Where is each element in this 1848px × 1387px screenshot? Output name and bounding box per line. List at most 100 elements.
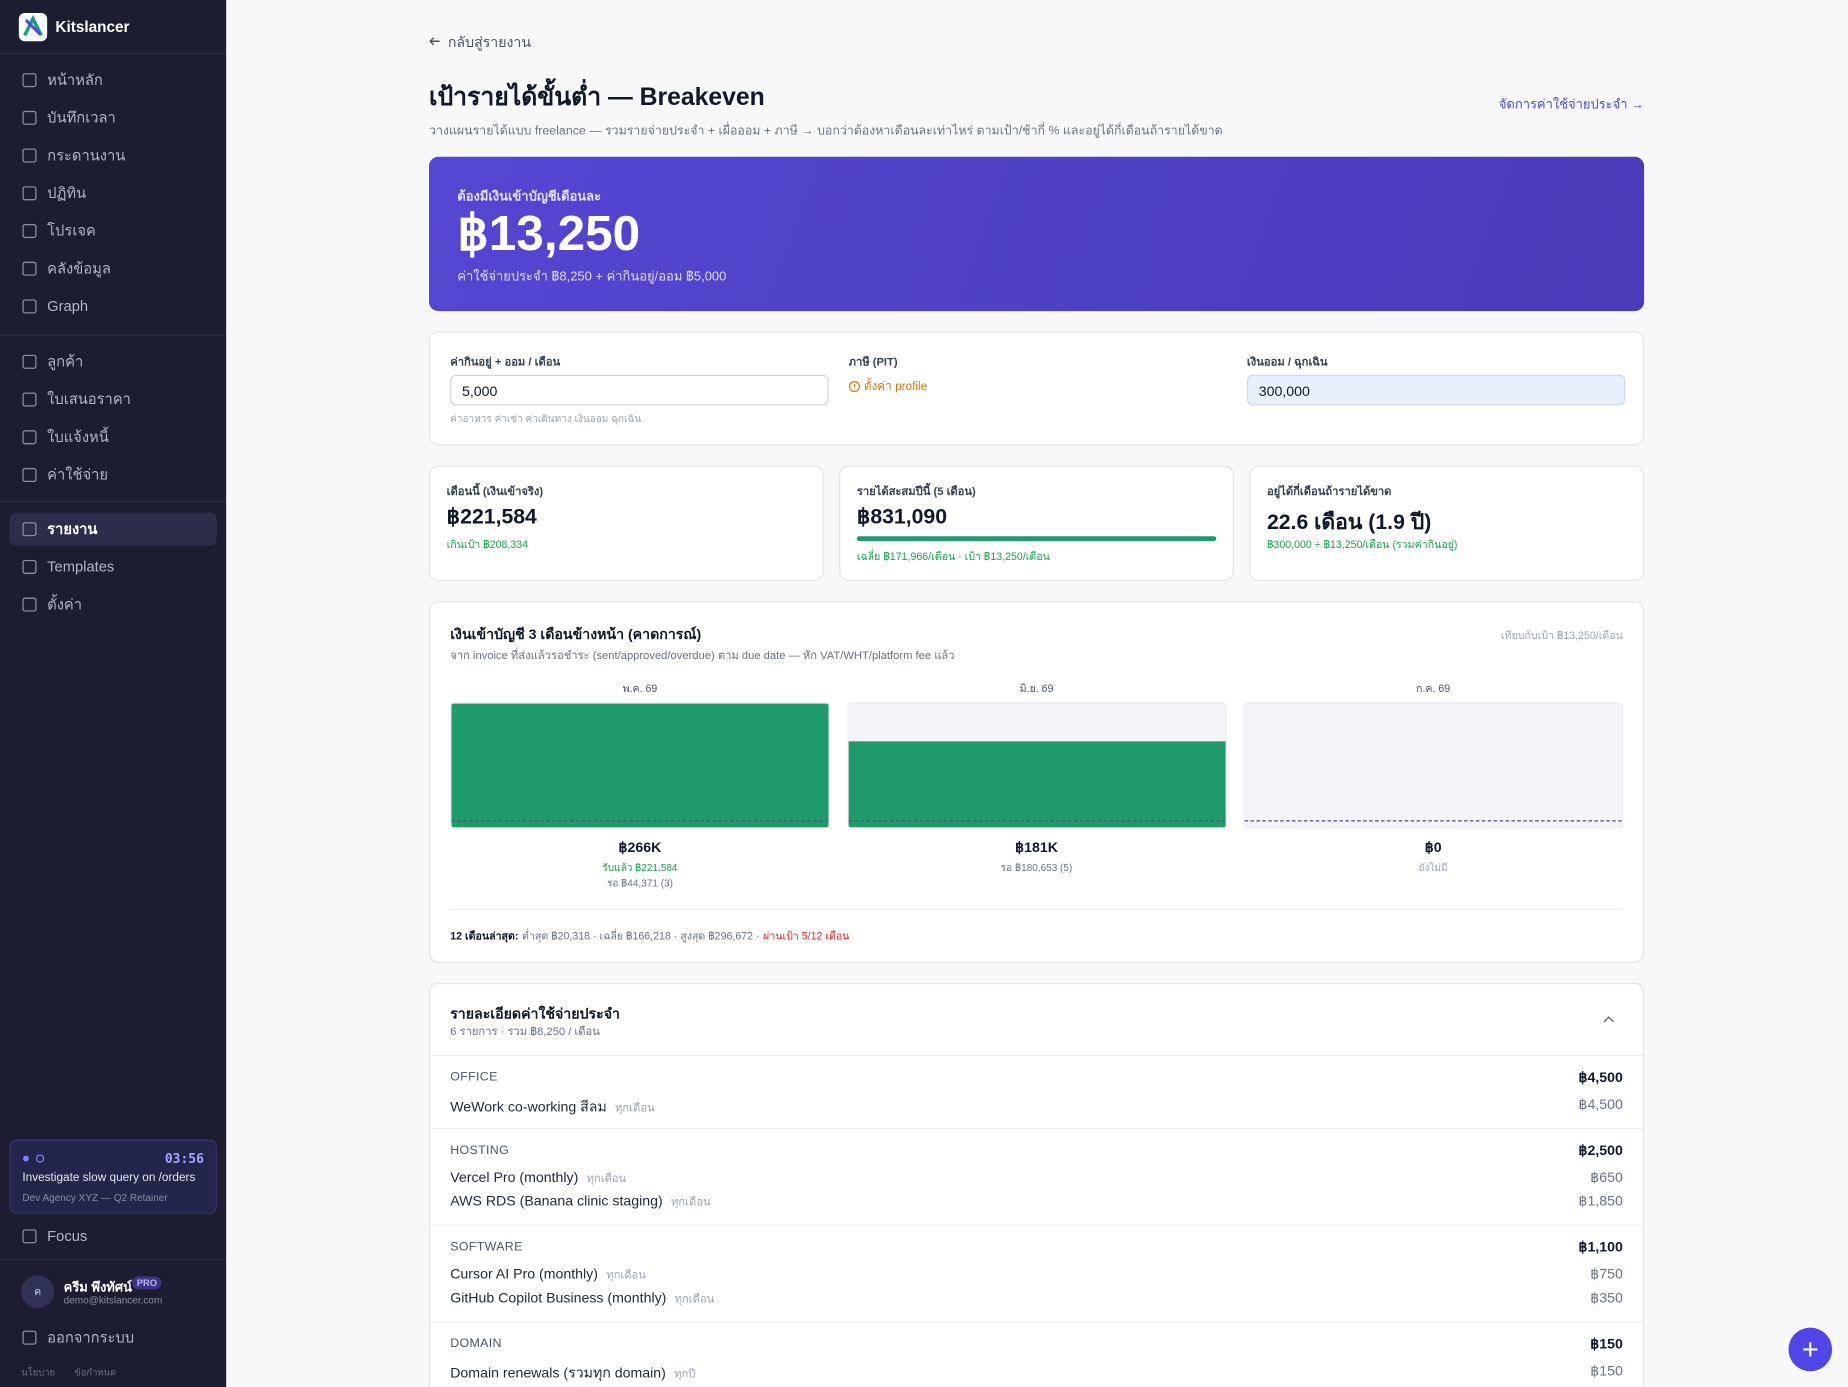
nav-item[interactable]: คลังข้อมูล [9,252,216,285]
nav-label: ใบแจ้งหนี้ [47,428,109,446]
nav-label: รายงาน [47,520,98,538]
expense-frequency: ทุกปี [674,1368,696,1382]
nav-item[interactable]: ใบเสนอราคา [9,383,216,416]
input-field[interactable]: 5,000 [450,374,829,406]
expense-amount: ฿350 [1590,1289,1623,1306]
expense-amount: ฿150 [1590,1362,1623,1379]
month-label: ก.ค. 69 [1416,682,1451,695]
footer-link[interactable]: นโยบาย [21,1367,56,1378]
nav-icon [22,261,37,276]
expenses-title: รายละเอียดค่าใช้จ่ายประจำ [450,1005,620,1022]
target-hero: ต้องมีเงินเข้าบัญชีเดือนละ ฿13,250 ค่าใช้จ… [428,156,1645,312]
page-title: เป้ารายได้ขั้นต่ำ — Breakeven [428,83,765,111]
stat-label: รายได้สะสมปีนี้ (5 เดือน) [856,485,976,499]
expense-name: GitHub Copilot Business (monthly) [450,1289,667,1306]
expense-row[interactable]: GitHub Copilot Business (monthly) ทุกเดือ… [450,1289,714,1308]
focus-button[interactable]: Focus [9,1220,216,1253]
nav-label: ตั้งค่า [47,596,83,613]
bar-detail: ยังไม่มี [1418,861,1448,874]
summary-stats: ต่ำสุด ฿20,318 · เฉลี่ย ฿166,218 · สูงสุ… [521,929,760,942]
nav-item[interactable]: รายงาน [9,512,217,546]
nav-label: บันทึกเวลา [47,109,116,127]
stat-card: รายได้สะสมปีนี้ (5 เดือน) ฿831,090 เฉลี่ย … [839,465,1234,582]
nav-item[interactable]: ตั้งค่า [9,588,216,621]
stat-value: 22.6 เดือน (1.9 ปี) [1266,510,1432,534]
summary-label: 12 เดือนล่าสุด: [450,929,519,942]
expense-frequency: ทุกเดือน [670,1196,711,1210]
input-field[interactable]: 300,000 [1246,374,1626,406]
expense-row[interactable]: Vercel Pro (monthly) ทุกเดือน [450,1169,626,1188]
nav-label: ลูกค้า [47,353,84,371]
nav-item[interactable]: กระดานงาน [9,139,216,172]
target-line [1244,819,1622,822]
expense-row[interactable]: Cursor AI Pro (monthly) ทุกเดือน [450,1266,646,1285]
nav-item[interactable]: ปฏิทิน [9,177,216,210]
logout-button[interactable]: ออกจากระบบ [9,1321,216,1354]
month-label: มิ.ย. 69 [1019,682,1054,695]
stat-note: เกินเป้า ฿208,334 [446,538,529,551]
nav-item[interactable]: Templates [9,550,216,583]
divider [430,1054,1643,1056]
logout-icon [22,1330,37,1345]
expense-name: Cursor AI Pro (monthly) [450,1265,598,1283]
nav-label: Templates [47,558,115,576]
bar-detail: รับแล้ว ฿221,584 [602,861,678,874]
bar-track [450,702,830,829]
collapse-toggle[interactable] [1603,1015,1615,1024]
expense-frequency: ทุกเดือน [586,1172,627,1186]
back-arrow [429,37,440,46]
bar-track [1243,702,1623,829]
add-button[interactable] [1788,1327,1833,1372]
expense-row[interactable]: AWS RDS (Banana clinic staging) ทุกเดือน [450,1193,710,1212]
footer-link[interactable]: ข้อกำหนด [74,1367,117,1378]
expense-category: OFFICE [450,1070,498,1085]
expense-category: SOFTWARE [450,1239,523,1254]
progress-bar [856,536,1217,541]
expense-category-total: ฿150 [1590,1335,1623,1352]
nav-item[interactable]: ใบแจ้งหนี้ [9,421,216,454]
nav-item[interactable]: ค่าใช้จ่าย [9,458,216,491]
nav-item[interactable]: โปรเจค [9,214,216,247]
nav-icon [22,392,37,407]
expenses-subtitle: 6 รายการ · รวม ฿8,250 / เดือน [450,1025,600,1039]
nav-icon [22,559,37,574]
expense-row[interactable]: Domain renewals (รวมทุก domain) ทุกปี [450,1362,695,1384]
nav-icon [22,110,37,125]
input-value: 300,000 [1258,383,1310,400]
expense-category: HOSTING [450,1143,510,1158]
hero-amount: ฿13,250 [457,205,641,261]
nav-item[interactable]: หน้าหลัก [9,64,216,97]
forecast-bar [847,741,1226,828]
tax-setup-link[interactable]: ตั้งค่า profile [863,380,928,394]
divider [0,1258,227,1260]
back-link[interactable]: กลับสู่รายงาน [429,32,531,54]
nav-item[interactable]: Graph [9,290,216,323]
forecast-title: เงินเข้าบัญชี 3 เดือนข้างหน้า (คาดการณ์) [450,625,702,643]
expense-frequency: ทุกเดือน [615,1101,655,1115]
stat-value: ฿221,584 [446,504,537,528]
expense-row[interactable]: WeWork co-working สีลม ทุกเดือน [450,1096,654,1118]
target-line [847,819,1226,822]
timer-widget[interactable]: 03:56 Investigate slow query on /orders De… [9,1139,217,1214]
manage-expenses-link[interactable]: จัดการค่าใช้จ่ายประจำ → [1498,97,1645,112]
nav-item[interactable]: บันทึกเวลา [9,101,216,134]
nav-icon [22,354,37,369]
nav-item[interactable]: ลูกค้า [9,345,216,378]
forecast-bar [451,703,829,828]
nav-icon [22,186,37,201]
nav-icon [22,522,37,537]
nav-icon [22,430,37,445]
nav-label: หน้าหลัก [47,71,103,89]
stat-value: ฿831,090 [856,504,948,528]
expense-frequency: ทุกเดือน [606,1269,646,1283]
month-label: พ.ค. 69 [622,682,658,695]
expense-amount: ฿1,850 [1578,1192,1623,1210]
summary-result: ผ่านเป้า 5/12 เดือน [763,929,850,942]
nav-icon [22,223,37,239]
inputs-card: ค่ากินอยู่ + ออม / เดือน 5,000 ค่าอาหาร ค่… [428,331,1645,446]
divider [0,500,227,503]
forecast-subtitle: จาก invoice ที่ส่งแล้วรอชำระ (sent/appro… [450,649,955,663]
nav-label: Graph [47,298,89,315]
nav-icon [22,148,37,163]
nav-label: ใบเสนอราคา [47,391,131,408]
